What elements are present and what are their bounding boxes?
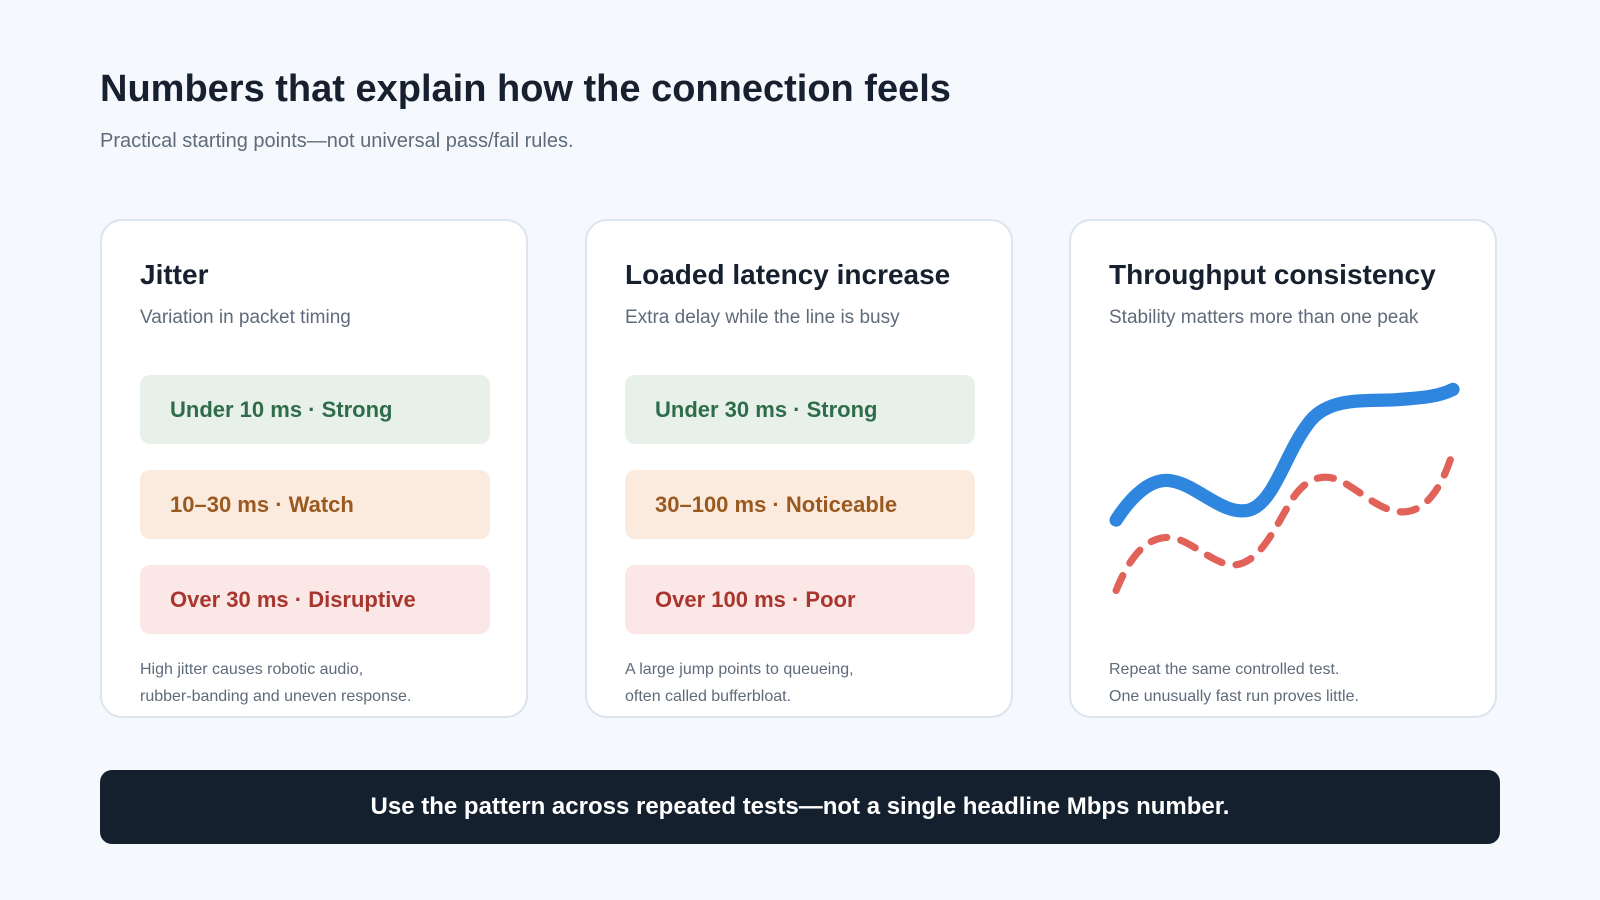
card-note: often called bufferbloat.	[625, 688, 792, 705]
card: Throughput consistency Stability matters …	[1069, 219, 1497, 718]
trend-line-dashed	[1112, 451, 1456, 595]
threshold-pill: Under 30 ms · Strong	[625, 375, 975, 444]
trend-line-solid	[1109, 382, 1460, 527]
card-title: Throughput consistency	[1109, 259, 1436, 290]
threshold-pill: Over 30 ms · Disruptive	[140, 565, 490, 634]
card-title: Jitter	[140, 259, 209, 290]
threshold-pill: 10–30 ms · Watch	[140, 470, 490, 539]
card-subtitle: Stability matters more than one peak	[1109, 307, 1419, 328]
threshold-pill: Over 100 ms · Poor	[625, 565, 975, 634]
card-note: A large jump points to queueing,	[625, 661, 854, 678]
banner: Use the pattern across repeated tests—no…	[100, 770, 1500, 844]
card: Loaded latency increase Extra delay while…	[585, 219, 1013, 718]
threshold-pill: 30–100 ms · Noticeable	[625, 470, 975, 539]
card-note: One unusually fast run proves little.	[1109, 688, 1359, 705]
card-subtitle: Variation in packet timing	[140, 307, 351, 328]
trend-illustration	[1109, 382, 1460, 595]
card-note: High jitter causes robotic audio,	[140, 661, 364, 678]
card-title: Loaded latency increase	[625, 259, 951, 290]
card: Jitter Variation in packet timing Under 10…	[100, 219, 528, 718]
card-note: rubber-banding and uneven response.	[140, 688, 412, 705]
page-title: Numbers that explain how the connection …	[100, 68, 951, 110]
card-subtitle: Extra delay while the line is busy	[625, 307, 900, 328]
threshold-pill: Under 10 ms · Strong	[140, 375, 490, 444]
card-note: Repeat the same controlled test.	[1109, 661, 1340, 678]
page-subtitle: Practical starting points—not universal …	[100, 130, 574, 152]
